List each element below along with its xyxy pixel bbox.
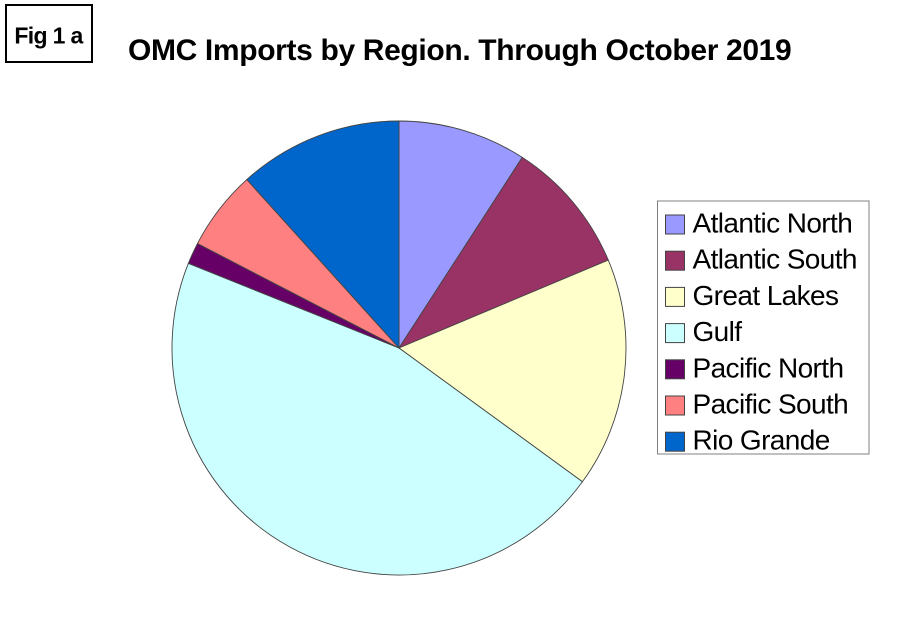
- svg-text:Pacific North: Pacific North: [693, 352, 844, 383]
- svg-text:OMC Imports by Region. Through: OMC Imports by Region. Through October 2…: [128, 34, 791, 67]
- svg-text:Pacific South: Pacific South: [693, 389, 849, 420]
- svg-text:Atlantic North: Atlantic North: [693, 208, 853, 239]
- svg-text:Fig 1 a: Fig 1 a: [14, 23, 83, 49]
- svg-text:Gulf: Gulf: [693, 316, 743, 347]
- svg-text:Atlantic South: Atlantic South: [693, 244, 857, 275]
- svg-text:Rio Grande: Rio Grande: [693, 425, 830, 456]
- svg-text:Great Lakes: Great Lakes: [693, 280, 839, 311]
